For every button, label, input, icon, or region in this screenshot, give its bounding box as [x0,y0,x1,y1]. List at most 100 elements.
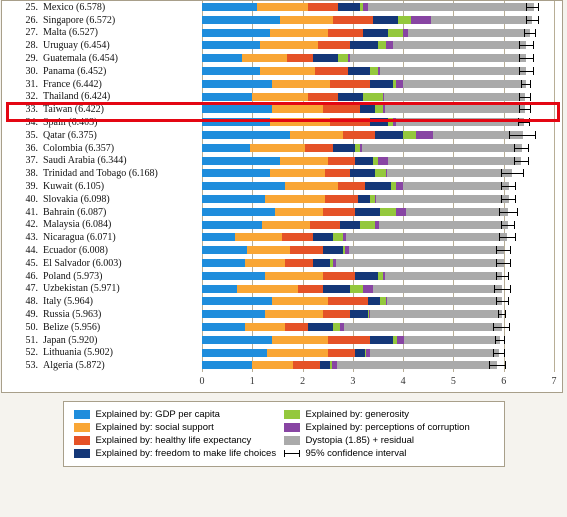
bar-row [202,283,554,296]
x-tick: 4 [401,376,406,387]
bar-row [202,180,554,193]
x-tick: 0 [200,376,205,387]
bar-row [202,78,554,91]
confidence-interval [499,208,518,216]
confidence-interval [519,54,534,62]
bar-row [202,308,554,321]
confidence-interval [509,131,537,139]
bar-row [202,347,554,360]
legend-social: Explained by: social support [74,422,284,433]
confidence-interval [526,3,539,11]
confidence-interval [496,246,511,254]
bar-row [202,1,554,14]
legend-label: Explained by: freedom to make life choic… [96,448,277,459]
country-label: 49. Russia (5.963) [2,309,101,320]
confidence-interval [519,105,532,113]
country-label: 25. Mexico (6.578) [2,2,105,13]
confidence-interval [524,29,537,37]
confidence-interval [496,297,509,305]
bar-row [202,27,554,40]
bar-row [202,244,554,257]
confidence-interval [514,157,529,165]
country-label: 46. Poland (5.973) [2,271,102,282]
country-label: 29. Guatemala (6.454) [2,53,118,64]
legend-label: Explained by: GDP per capita [96,409,220,420]
country-label: 30. Panama (6.452) [2,66,106,77]
country-label: 47. Uzbekistan (5.971) [2,283,120,294]
stacked-bars [202,1,554,372]
x-tick: 7 [552,376,557,387]
bar-row [202,65,554,78]
legend-gdp: Explained by: GDP per capita [74,409,284,420]
confidence-interval [501,195,516,203]
bar-row [202,129,554,142]
confidence-interval [519,41,534,49]
x-tick: 3 [350,376,355,387]
bar-row [202,321,554,334]
country-label: 45. El Salvador (6.003) [2,258,122,269]
confidence-interval [499,233,517,241]
confidence-interval [514,144,529,152]
country-labels-column: 25. Mexico (6.578)26. Singapore (6.572)2… [2,1,202,372]
country-label: 51. Japan (5.920) [2,335,97,346]
country-label: 33. Taiwan (6.422) [2,104,104,115]
bar-row [202,206,554,219]
legend-health: Explained by: healthy life expectancy [74,435,284,446]
country-label: 35. Qatar (6.375) [2,130,97,141]
legend: Explained by: GDP per capita Explained b… [63,401,505,467]
bar-row [202,334,554,347]
country-label: 42. Malaysia (6.084) [2,219,111,230]
legend-dystopia: Dystopia (1.85) + residual [284,435,494,446]
country-label: 43. Nicaragua (6.071) [2,232,116,243]
x-tick: 2 [300,376,305,387]
legend-generosity: Explained by: generosity [284,409,494,420]
country-label: 28. Uruguay (6.454) [2,40,110,51]
bar-row [202,91,554,104]
confidence-interval [521,80,531,88]
bar-row [202,155,554,168]
confidence-interval [496,259,511,267]
country-label: 44. Ecuador (6.008) [2,245,108,256]
confidence-interval [493,349,506,357]
confidence-interval [501,182,516,190]
legend-corruption: Explained by: perceptions of corruption [284,422,494,433]
country-label: 32. Thailand (6.424) [2,91,110,102]
x-axis: 01234567 [202,374,554,390]
bar-row [202,116,554,129]
x-tick: 1 [250,376,255,387]
country-label: 40. Slovakia (6.098) [2,194,110,205]
confidence-interval [519,67,534,75]
bar-row [202,270,554,283]
bar-row [202,39,554,52]
legend-label: Explained by: generosity [306,409,410,420]
country-label: 36. Colombia (6.357) [2,143,114,154]
confidence-interval [496,272,509,280]
legend-ci: 95% confidence interval [284,448,494,459]
bar-row [202,103,554,116]
x-tick: 6 [501,376,506,387]
confidence-interval [519,93,532,101]
confidence-interval [489,361,507,369]
legend-label: Explained by: healthy life expectancy [96,435,252,446]
bar-row [202,359,554,372]
happiness-ranking-chart: 25. Mexico (6.578)26. Singapore (6.572)2… [1,0,563,393]
country-label: 34. Spain (6.403) [2,117,97,128]
country-label: 52. Lithuania (5.902) [2,347,113,358]
confidence-interval [518,118,530,126]
bar-row [202,167,554,180]
confidence-interval [501,221,515,229]
ci-icon [284,449,300,458]
country-label: 50. Belize (5.956) [2,322,100,333]
country-label: 37. Saudi Arabia (6.344) [2,155,127,166]
confidence-interval [498,310,507,318]
bar-row [202,14,554,27]
country-label: 38. Trinidad and Tobago (6.168) [2,168,158,179]
bar-row [202,219,554,232]
legend-label: Explained by: perceptions of corruption [306,422,470,433]
confidence-interval [495,336,505,344]
country-label: 39. Kuwait (6.105) [2,181,104,192]
bar-row [202,295,554,308]
bar-row [202,52,554,65]
country-label: 27. Malta (6.527) [2,27,98,38]
confidence-interval [494,285,512,293]
